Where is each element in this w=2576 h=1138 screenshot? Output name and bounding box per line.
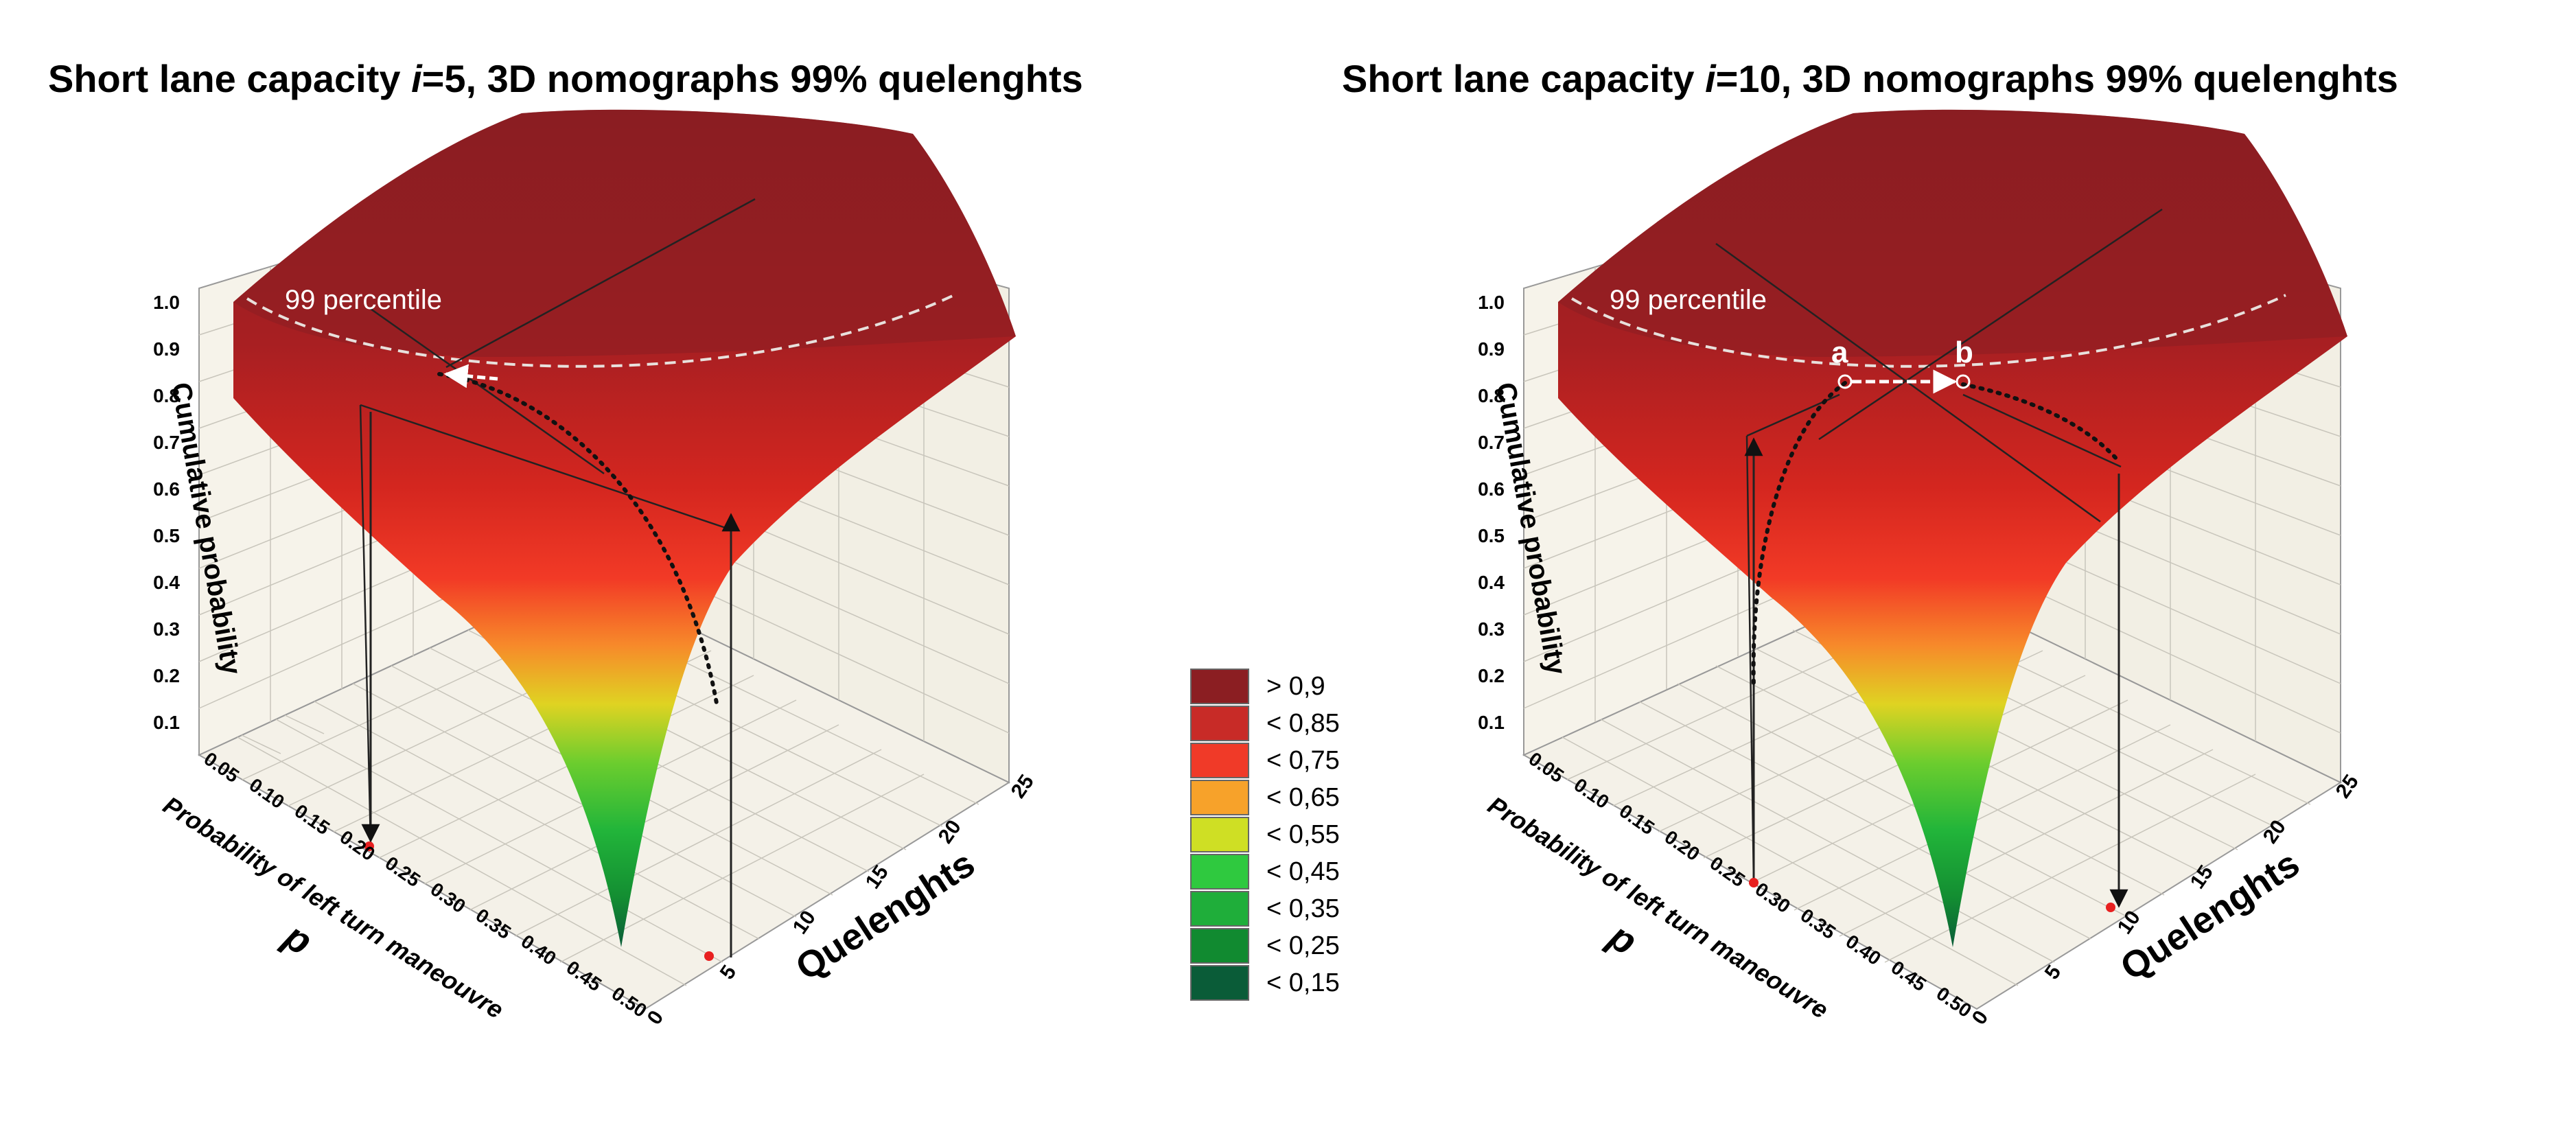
z-tick-label: 0.1 [1478, 712, 1505, 733]
legend-label: < 0,75 [1266, 746, 1340, 775]
legend-swatch [1190, 817, 1249, 852]
point-marker [1749, 878, 1759, 887]
z-tick-label: 1.0 [153, 292, 180, 313]
q-tick-label: 0 [1968, 1006, 1993, 1029]
z-tick-label: 1.0 [1478, 292, 1505, 313]
legend-label: < 0,35 [1266, 894, 1340, 923]
legend-swatch [1190, 706, 1249, 741]
legend-label: < 0,65 [1266, 783, 1340, 812]
z-tick-label: 0.3 [153, 618, 180, 640]
legend-label: < 0,15 [1266, 968, 1340, 997]
surface-top-highlight [233, 109, 1016, 358]
legend-label: < 0,45 [1266, 857, 1340, 886]
legend-swatch [1190, 669, 1249, 704]
z-tick-label: 0.8 [153, 385, 180, 406]
percentile-99-curve [246, 294, 955, 368]
legend-label: < 0,25 [1266, 931, 1340, 960]
z-tick-label: 0.1 [153, 712, 180, 733]
projection-curve-b [1961, 382, 2120, 462]
z-tick-label: 0.3 [1478, 618, 1505, 640]
point-a-marker [1837, 374, 1853, 389]
z-tick-label: 0.5 [153, 525, 180, 546]
z-tick-label: 0.9 [153, 338, 180, 360]
point-marker [364, 841, 374, 851]
z-tick-label: 0.6 [1478, 478, 1505, 500]
percentile-label: 99 percentile [1610, 285, 1767, 315]
point-marker [2106, 903, 2115, 912]
z-tick-label: 0.5 [1478, 525, 1505, 546]
legend-swatch [1190, 891, 1249, 927]
q-tick-label: 5 [716, 961, 741, 984]
right-nomograph: a b 99 percentile [1522, 109, 2347, 1010]
percentile-99-curve [1570, 294, 2286, 368]
z-tick-label: 0.4 [153, 572, 180, 593]
z-tick-label: 0.9 [1478, 338, 1505, 360]
surface-top-highlight [1558, 109, 2347, 358]
point-marker [704, 951, 714, 961]
z-tick-label: 0.7 [1478, 432, 1505, 453]
q-tick-label: 5 [2041, 961, 2066, 984]
point-b-marker [1956, 374, 1971, 389]
z-tick-label: 0.6 [153, 478, 180, 500]
z-tick-label: 0.8 [1478, 385, 1505, 406]
legend-label: > 0,9 [1266, 672, 1325, 701]
projection-curve-a [1751, 381, 1847, 688]
point-b-label: b [1955, 336, 1973, 369]
p-axis-symbol: p [276, 914, 320, 964]
point-a-label: a [1831, 336, 1848, 369]
legend-label: < 0,85 [1266, 709, 1340, 738]
legend-swatch [1190, 780, 1249, 815]
legend-label: < 0,55 [1266, 820, 1340, 849]
percentile-label: 99 percentile [285, 285, 442, 315]
z-tick-label: 0.4 [1478, 572, 1505, 593]
legend-swatch [1190, 965, 1249, 1001]
legend-swatch [1190, 743, 1249, 778]
p-axis-symbol: p [1601, 914, 1645, 964]
z-tick-label: 0.7 [153, 432, 180, 453]
chart-legend: > 0,9 < 0,85 < 0,75 < 0,65 < 0,55 < 0,45 < 0,3… [1190, 669, 1340, 1001]
left-nomograph: 99 percentile [197, 109, 1016, 1010]
right-chart-title: Short lane capacity i=10, 3D nomographs … [1342, 57, 2398, 100]
z-tick-label: 0.2 [153, 665, 180, 686]
projection-curve [437, 372, 719, 709]
legend-swatch [1190, 928, 1249, 964]
q-tick-label: 25 [1007, 771, 1038, 802]
q-tick-label: 0 [643, 1006, 669, 1029]
legend-swatch [1190, 854, 1249, 890]
floor-gridlines [1562, 594, 2311, 986]
z-tick-label: 0.2 [1478, 665, 1505, 686]
left-chart-title: Short lane capacity i=5, 3D nomographs 9… [48, 57, 1083, 100]
